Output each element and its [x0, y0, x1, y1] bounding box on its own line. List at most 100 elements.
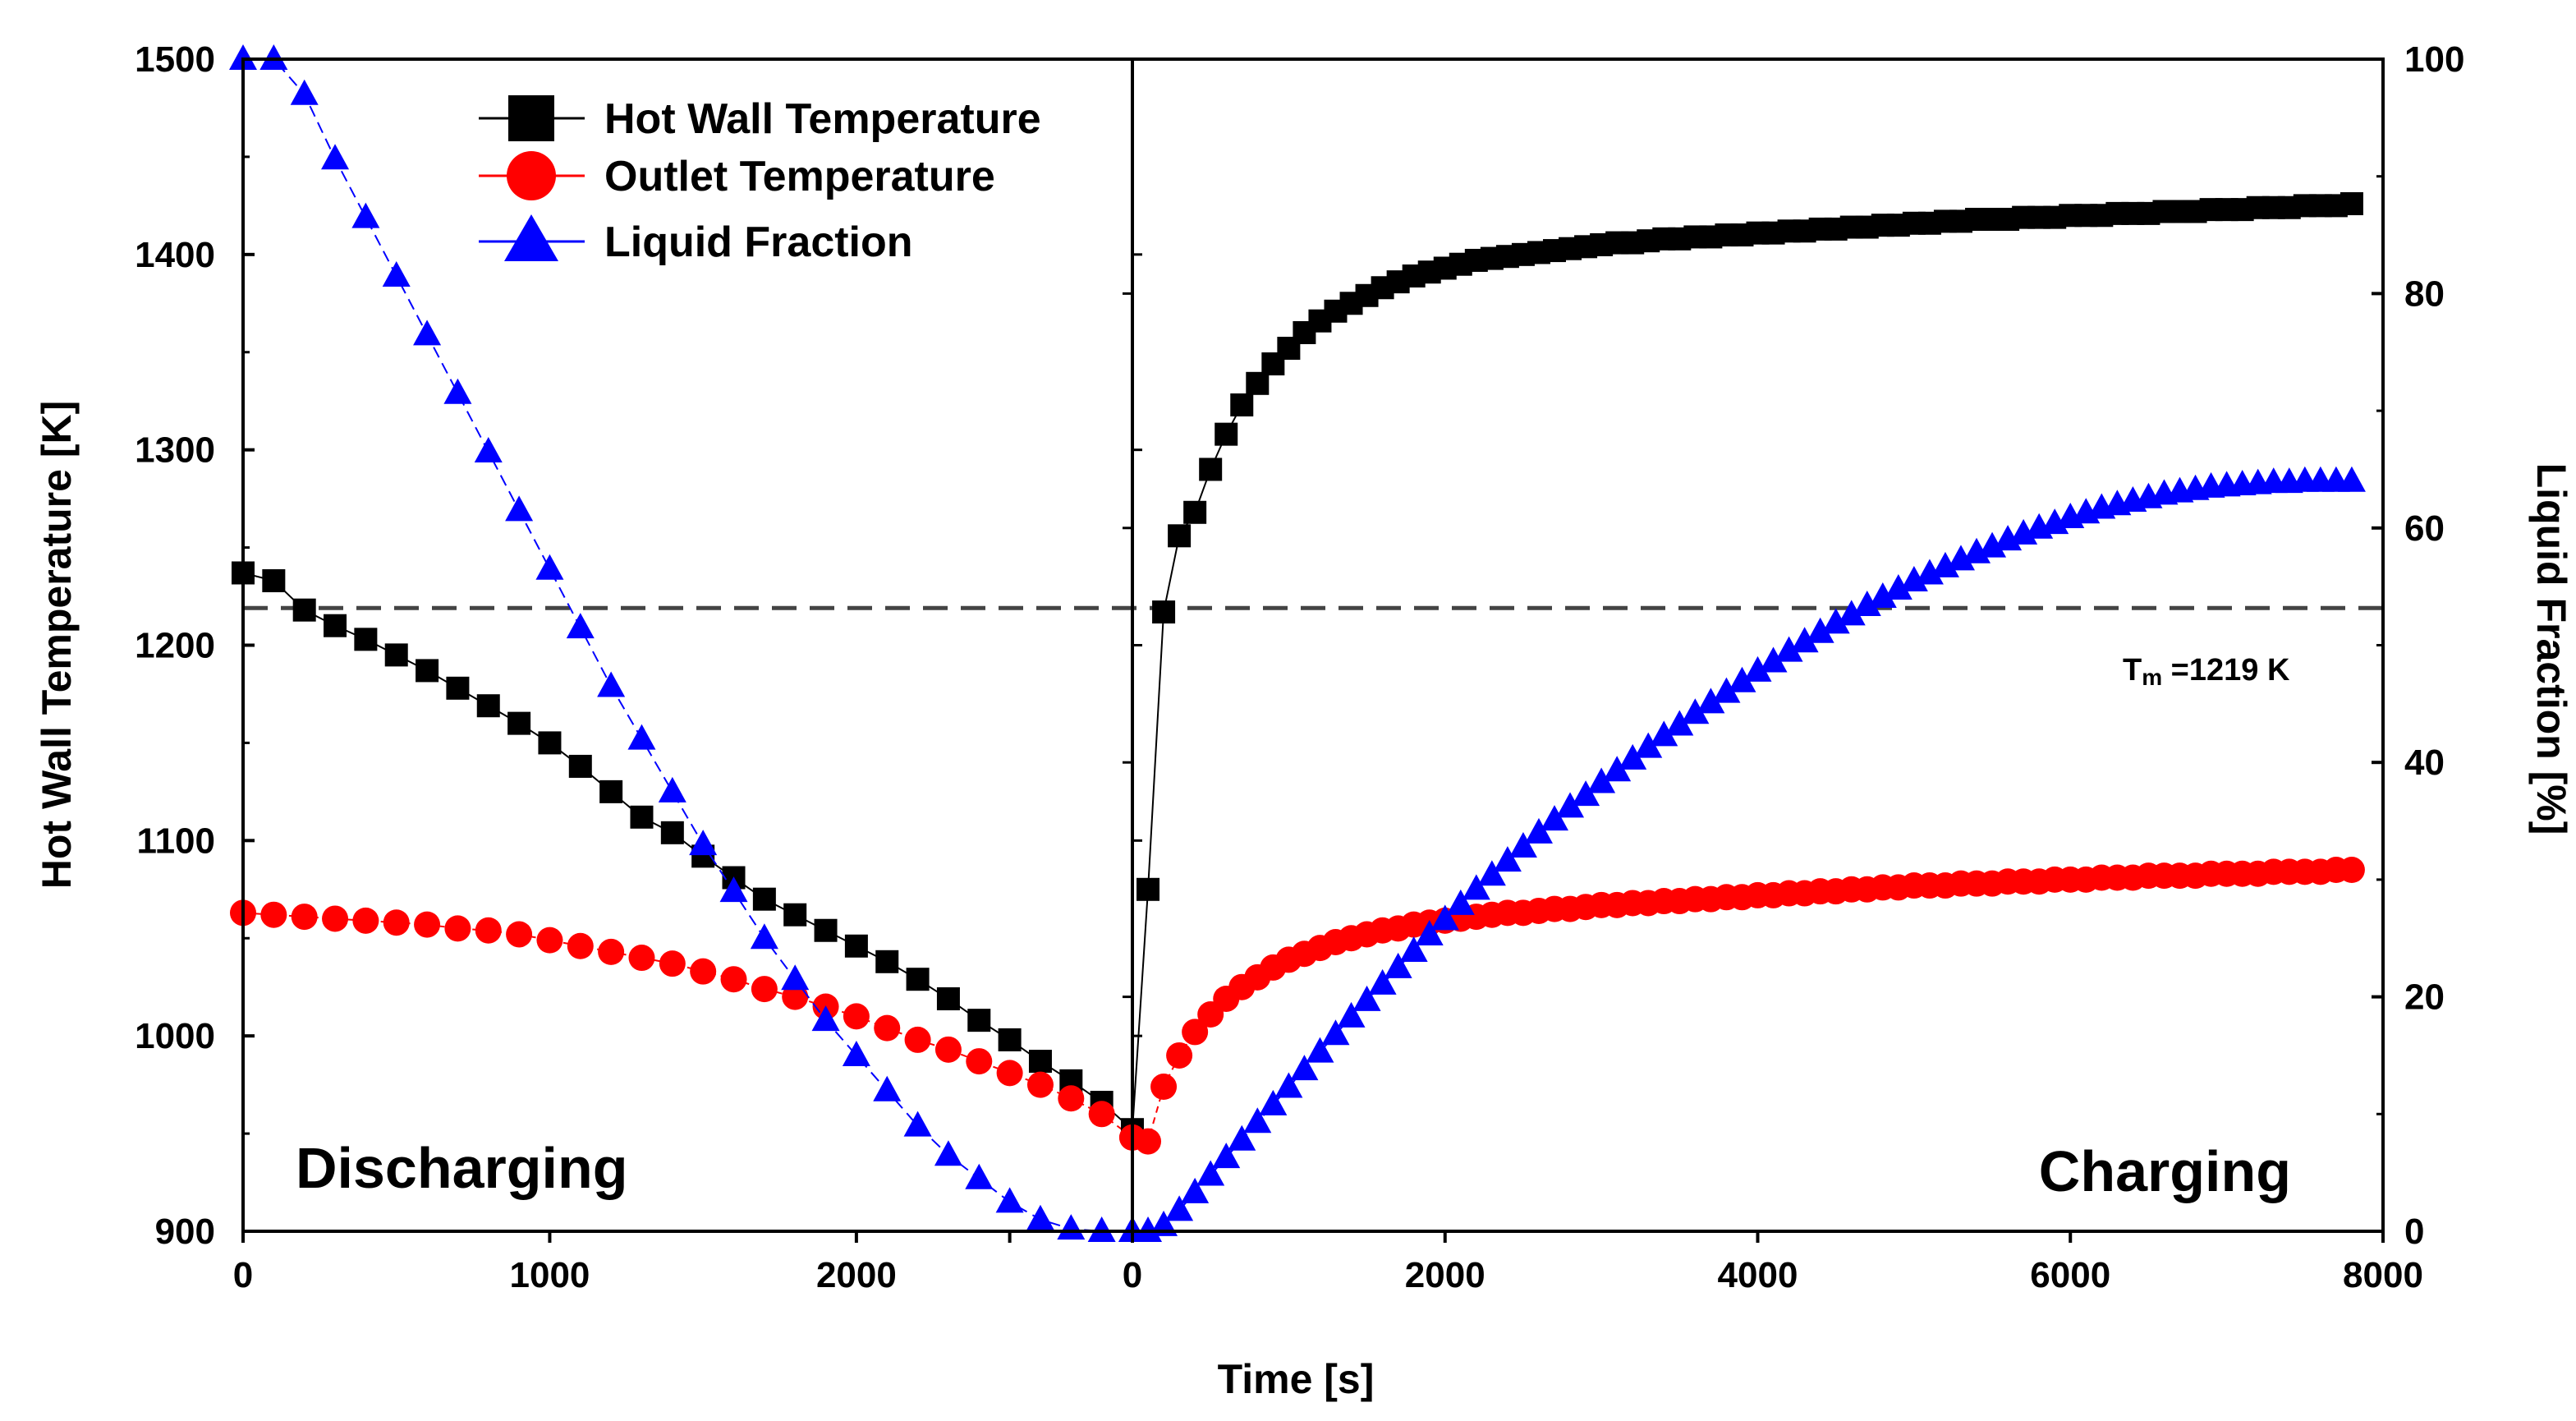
data-point	[1884, 574, 1912, 600]
x-tick-label: 8000	[2343, 1255, 2423, 1295]
data-point	[1135, 1128, 1162, 1155]
data-point	[965, 1163, 994, 1189]
legend-item-hot-wall-temperature: Hot Wall Temperature	[479, 95, 1041, 143]
data-point	[538, 731, 562, 755]
data-point	[351, 202, 380, 228]
data-point	[874, 1014, 901, 1042]
data-point	[1775, 636, 1803, 662]
data-point	[1384, 952, 1412, 978]
data-point	[321, 144, 350, 170]
data-point	[1587, 767, 1616, 793]
data-point	[873, 1075, 902, 1101]
data-point	[1508, 831, 1537, 858]
y-tick-label: 1200	[135, 626, 215, 666]
data-point	[690, 958, 717, 985]
data-point	[844, 934, 868, 958]
data-point	[262, 569, 286, 593]
data-point	[842, 1040, 870, 1066]
legend-item-outlet-temperature: Outlet Temperature	[479, 151, 995, 200]
data-point	[599, 779, 623, 803]
data-point	[628, 945, 655, 972]
y-tick-label: 900	[155, 1212, 215, 1252]
data-point	[966, 1048, 993, 1075]
data-point	[719, 876, 748, 903]
data-point	[568, 754, 592, 778]
data-point	[1368, 968, 1397, 995]
data-point	[383, 909, 410, 936]
data-point	[291, 904, 318, 931]
data-point	[567, 932, 594, 959]
data-point	[1274, 1072, 1303, 1098]
data-point	[1931, 551, 1959, 577]
data-point	[292, 598, 316, 622]
data-point	[1228, 1124, 1256, 1151]
y-tick-label: 1400	[135, 235, 215, 275]
legend-label: Hot Wall Temperature	[604, 95, 1041, 143]
data-point	[1212, 1143, 1241, 1169]
data-point	[1306, 1037, 1334, 1063]
data-point	[967, 1009, 991, 1032]
legend-square-marker	[508, 95, 554, 141]
data-point	[1681, 698, 1710, 724]
data-point	[934, 1140, 962, 1166]
data-point	[1853, 590, 1881, 616]
data-point	[1321, 1019, 1350, 1046]
data-point	[416, 659, 439, 683]
data-point	[1182, 1019, 1209, 1046]
data-point	[1477, 860, 1506, 886]
data-point	[1352, 985, 1381, 1011]
data-point	[659, 950, 686, 977]
data-point	[660, 821, 684, 844]
x-tick-label: 2000	[1405, 1255, 1485, 1295]
data-point	[843, 1003, 870, 1030]
data-point	[1215, 422, 1238, 446]
data-point	[627, 724, 656, 750]
data-point	[1978, 531, 2007, 558]
data-point	[1337, 1001, 1366, 1028]
data-point	[1790, 627, 1819, 653]
data-point	[322, 905, 349, 932]
data-point	[507, 711, 531, 735]
data-point	[1462, 874, 1490, 900]
data-point	[783, 903, 807, 927]
data-point	[1290, 1055, 1319, 1081]
data-point	[443, 378, 472, 404]
data-point	[474, 437, 503, 463]
x-tick-label: 0	[1123, 1255, 1142, 1295]
data-point	[995, 1187, 1024, 1213]
data-point	[1446, 889, 1475, 915]
y-tick-label: 1100	[137, 821, 215, 861]
x-tick-label: 6000	[2030, 1255, 2110, 1295]
data-point	[1712, 677, 1741, 703]
data-point	[2340, 191, 2363, 215]
data-point	[352, 907, 379, 934]
data-point	[1181, 1177, 1210, 1203]
data-point	[1524, 817, 1553, 844]
data-point	[1150, 1074, 1178, 1101]
data-point	[750, 923, 778, 950]
data-point	[689, 830, 718, 856]
data-point	[814, 918, 838, 942]
data-point	[1230, 393, 1254, 416]
x-tick-label: 1000	[510, 1255, 590, 1295]
data-point	[1259, 1089, 1288, 1115]
data-point	[476, 694, 500, 718]
series-liquid-fraction-charging	[1118, 466, 2366, 1242]
data-point	[904, 1026, 931, 1053]
y-tick-label: 1300	[135, 430, 215, 471]
series-marks	[229, 44, 2383, 1242]
data-point	[1196, 1160, 1225, 1186]
data-point	[1619, 743, 1647, 770]
series-hot-wall-temperature-discharging	[232, 561, 1144, 1142]
y2-tick-label: 0	[2404, 1212, 2424, 1252]
data-point	[875, 950, 899, 973]
y2-tick-label: 80	[2404, 274, 2445, 314]
data-point	[934, 1036, 962, 1063]
y-tick-label: 1000	[135, 1016, 215, 1056]
data-point	[811, 1005, 840, 1032]
legend-circle-marker	[507, 151, 556, 200]
data-point	[1665, 710, 1694, 736]
data-point	[1603, 756, 1632, 782]
data-point	[1915, 559, 1944, 585]
